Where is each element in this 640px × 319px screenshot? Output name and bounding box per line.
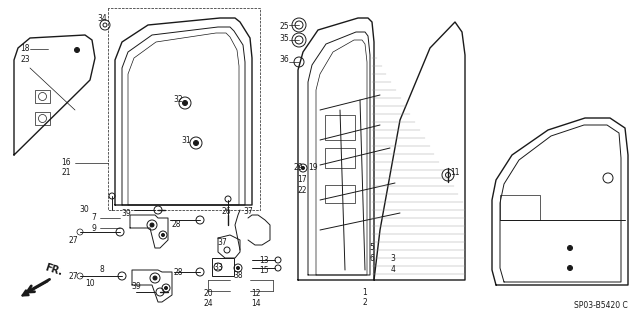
Circle shape: [153, 276, 157, 280]
Text: 17: 17: [297, 175, 307, 184]
Circle shape: [74, 48, 79, 53]
Bar: [325, 148, 355, 168]
Text: 21: 21: [61, 168, 71, 177]
Text: 26: 26: [221, 207, 231, 216]
Circle shape: [568, 246, 573, 250]
Text: 22: 22: [297, 186, 307, 195]
Text: 34: 34: [97, 14, 107, 23]
Text: 8: 8: [100, 265, 104, 274]
Text: 6: 6: [369, 254, 374, 263]
Text: 37: 37: [217, 238, 227, 247]
Text: 18: 18: [20, 44, 29, 53]
Circle shape: [237, 266, 239, 270]
Text: 16: 16: [61, 158, 71, 167]
Text: 3: 3: [390, 254, 396, 263]
Bar: [500, 195, 540, 220]
Text: 7: 7: [92, 213, 97, 222]
Text: 23: 23: [20, 55, 30, 64]
Text: 9: 9: [92, 224, 97, 233]
Text: 10: 10: [85, 279, 95, 288]
Text: 14: 14: [251, 299, 261, 308]
Circle shape: [193, 140, 198, 145]
Text: 11: 11: [451, 168, 460, 177]
Text: 1: 1: [363, 288, 367, 297]
Text: 24: 24: [203, 299, 213, 308]
Bar: [35, 90, 50, 103]
Text: 27: 27: [68, 272, 78, 281]
Text: 4: 4: [390, 265, 396, 274]
Circle shape: [182, 100, 188, 106]
Text: 12: 12: [252, 289, 260, 298]
Text: 20: 20: [203, 289, 213, 298]
Text: 25: 25: [279, 22, 289, 31]
Text: 38: 38: [233, 271, 243, 280]
Text: 27: 27: [68, 236, 78, 245]
Text: 39: 39: [131, 282, 141, 291]
Circle shape: [161, 234, 164, 236]
Text: 32: 32: [173, 95, 183, 104]
Text: 35: 35: [279, 34, 289, 43]
Text: 36: 36: [279, 55, 289, 64]
Text: 31: 31: [181, 136, 191, 145]
Text: 15: 15: [259, 266, 269, 275]
Text: FR.: FR.: [44, 262, 64, 277]
Text: 19: 19: [308, 163, 318, 172]
Bar: [325, 115, 355, 140]
Text: 37: 37: [243, 207, 253, 216]
Circle shape: [150, 223, 154, 227]
Text: SP03-B5420 C: SP03-B5420 C: [574, 301, 628, 310]
Bar: [325, 185, 355, 203]
Text: 33: 33: [213, 263, 223, 272]
Circle shape: [164, 286, 168, 290]
Text: 5: 5: [369, 243, 374, 252]
Text: 30: 30: [79, 205, 89, 214]
Circle shape: [301, 167, 305, 169]
Text: 39: 39: [121, 209, 131, 218]
Text: 29: 29: [293, 163, 303, 172]
Text: 28: 28: [173, 268, 183, 277]
Bar: [35, 112, 50, 125]
Text: 13: 13: [259, 256, 269, 265]
Text: 2: 2: [363, 298, 367, 307]
Text: 28: 28: [172, 220, 180, 229]
Circle shape: [568, 265, 573, 271]
Bar: [212, 258, 234, 276]
